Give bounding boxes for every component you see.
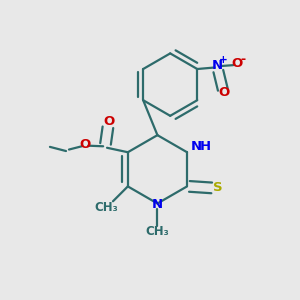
- Text: N: N: [152, 199, 163, 212]
- Text: CH₃: CH₃: [94, 201, 118, 214]
- Text: +: +: [218, 55, 227, 65]
- Text: N: N: [190, 140, 202, 153]
- Text: N: N: [212, 58, 223, 72]
- Text: -: -: [241, 53, 246, 66]
- Text: O: O: [218, 86, 230, 99]
- Text: H: H: [200, 140, 211, 153]
- Text: S: S: [213, 182, 223, 194]
- Text: O: O: [231, 57, 242, 70]
- Text: O: O: [79, 138, 90, 151]
- Text: O: O: [103, 115, 114, 128]
- Text: CH₃: CH₃: [146, 225, 169, 238]
